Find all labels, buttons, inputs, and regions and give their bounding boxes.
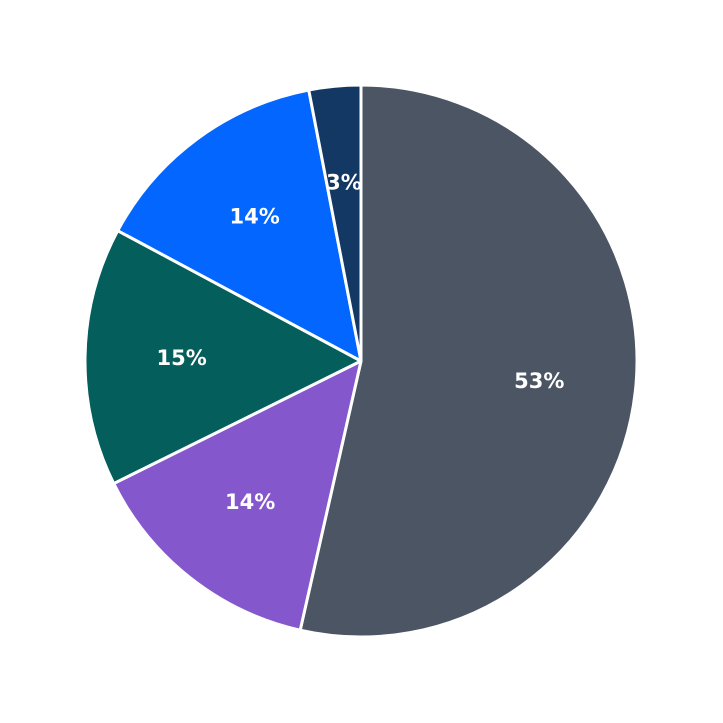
slice-label-3: 15% [156,346,206,370]
pie-labels: 53% 14% 15% 14% 3% [156,170,564,514]
pie-slice-5 [307,83,363,363]
slice-label-5: 3% [326,170,362,194]
pie-slice-4 [116,88,363,363]
slice-label-2: 14% [225,490,275,514]
slice-label-1: 53% [514,369,564,393]
pie-slices [83,83,639,639]
pie-slice-3 [83,229,363,486]
pie-slice-1 [298,83,639,639]
slice-label-4: 14% [229,205,279,229]
pie-slice-2 [112,359,363,632]
